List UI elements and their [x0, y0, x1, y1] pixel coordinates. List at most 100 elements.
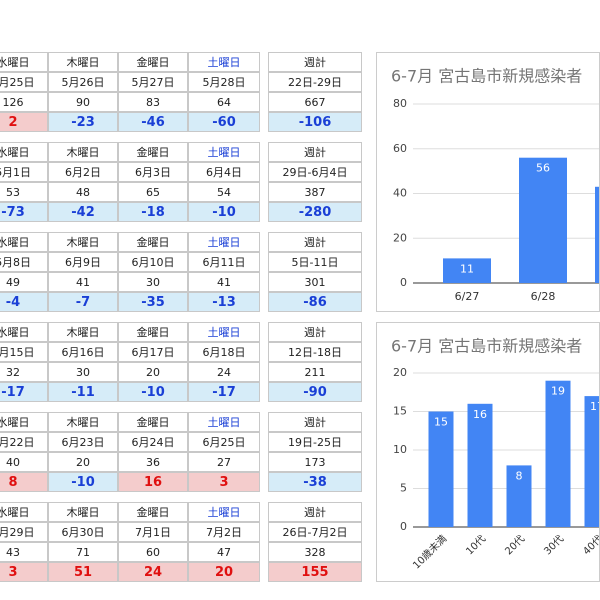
cell: 49 — [0, 272, 48, 292]
cell: 20 — [48, 452, 118, 472]
header-cell: 金曜日 — [118, 232, 188, 252]
cell: 32 — [0, 362, 48, 382]
diff-cell: -7 — [48, 292, 118, 312]
diff-cell: -73 — [0, 202, 48, 222]
cell: 41 — [188, 272, 260, 292]
cell: 65 — [118, 182, 188, 202]
x-tick-label: 6/28 — [531, 290, 556, 303]
diff-cell: 16 — [118, 472, 188, 492]
header-cell: 土曜日 — [188, 142, 260, 162]
cell: 47 — [188, 542, 260, 562]
cell: 30 — [48, 362, 118, 382]
diff-cell: -86 — [268, 292, 362, 312]
diff-cell: -35 — [118, 292, 188, 312]
diff-cell: -46 — [118, 112, 188, 132]
diff-cell: 155 — [268, 562, 362, 582]
cell: 41 — [48, 272, 118, 292]
diff-cell: -280 — [268, 202, 362, 222]
header-cell: 木曜日 — [48, 232, 118, 252]
x-tick-label: 30代 — [542, 533, 567, 558]
bar — [519, 157, 567, 283]
header-cell: 土曜日 — [188, 412, 260, 432]
cell: 90 — [48, 92, 118, 112]
header-cell: 水曜日 — [0, 322, 48, 342]
y-tick-label: 20 — [393, 231, 407, 244]
header-cell: 週計 — [268, 232, 362, 252]
header-cell: 土曜日 — [188, 232, 260, 252]
y-tick-label: 0 — [400, 520, 407, 533]
cell: 5日-11日 — [268, 252, 362, 272]
data-label: 8 — [516, 469, 523, 482]
data-label: 16 — [473, 408, 487, 421]
header-cell: 土曜日 — [188, 502, 260, 522]
cell: 211 — [268, 362, 362, 382]
x-tick-label: 6/27 — [455, 290, 480, 303]
y-tick-label: 5 — [400, 482, 407, 495]
cell: 301 — [268, 272, 362, 292]
diff-cell: -18 — [118, 202, 188, 222]
header-cell: 木曜日 — [48, 322, 118, 342]
cell: 54 — [188, 182, 260, 202]
data-label: 19 — [551, 385, 565, 398]
x-tick-label: 10歳未満 — [411, 533, 450, 572]
diff-cell: -4 — [0, 292, 48, 312]
diff-cell: -106 — [268, 112, 362, 132]
header-cell: 木曜日 — [48, 52, 118, 72]
chart-title: 6-7月 宮古島市新規感染者 — [391, 337, 582, 356]
cell: 22日-29日 — [268, 72, 362, 92]
cell: 6月15日 — [0, 342, 48, 362]
cell: 6月11日 — [188, 252, 260, 272]
cell: 126 — [0, 92, 48, 112]
cell: 27 — [188, 452, 260, 472]
y-tick-label: 60 — [393, 142, 407, 155]
cell: 328 — [268, 542, 362, 562]
cell: 6月25日 — [188, 432, 260, 452]
header-cell: 金曜日 — [118, 502, 188, 522]
diff-cell: 3 — [0, 562, 48, 582]
cell: 7月2日 — [188, 522, 260, 542]
header-cell: 水曜日 — [0, 52, 48, 72]
cell: 26日-7月2日 — [268, 522, 362, 542]
chart: 6-7月 宮古島市新規感染者 0 5 10 15 20 15 10歳未満 16 10代 8 20代 19… — [376, 322, 600, 582]
chart-title: 6-7月 宮古島市新規感染者 — [391, 67, 582, 86]
diff-cell: -10 — [118, 382, 188, 402]
header-cell: 木曜日 — [48, 142, 118, 162]
cell: 53 — [0, 182, 48, 202]
cell: 6月17日 — [118, 342, 188, 362]
header-cell: 土曜日 — [188, 322, 260, 342]
data-label: 17 — [590, 400, 600, 413]
header-cell: 週計 — [268, 52, 362, 72]
diff-cell: -90 — [268, 382, 362, 402]
cell: 20 — [118, 362, 188, 382]
cell: 6月24日 — [118, 432, 188, 452]
cell: 24 — [188, 362, 260, 382]
cell: 173 — [268, 452, 362, 472]
cell: 19日-25日 — [268, 432, 362, 452]
y-tick-label: 40 — [393, 187, 407, 200]
header-cell: 水曜日 — [0, 232, 48, 252]
cell: 6月1日 — [0, 162, 48, 182]
diff-cell: -17 — [188, 382, 260, 402]
header-cell: 金曜日 — [118, 52, 188, 72]
data-label: 11 — [460, 262, 474, 275]
diff-cell: 51 — [48, 562, 118, 582]
cell: 5月27日 — [118, 72, 188, 92]
y-tick-label: 10 — [393, 443, 407, 456]
diff-cell: -17 — [0, 382, 48, 402]
cell: 30 — [118, 272, 188, 292]
header-cell: 水曜日 — [0, 412, 48, 432]
cell: 12日-18日 — [268, 342, 362, 362]
cell: 83 — [118, 92, 188, 112]
header-cell: 土曜日 — [188, 52, 260, 72]
cell: 6月29日 — [0, 522, 48, 542]
cell: 60 — [118, 542, 188, 562]
diff-cell: 8 — [0, 472, 48, 492]
x-tick-label: 40代 — [581, 533, 600, 558]
cell: 64 — [188, 92, 260, 112]
diff-cell: -60 — [188, 112, 260, 132]
header-cell: 金曜日 — [118, 412, 188, 432]
cell: 6月8日 — [0, 252, 48, 272]
header-cell: 金曜日 — [118, 322, 188, 342]
diff-cell: -11 — [48, 382, 118, 402]
diff-cell: -10 — [48, 472, 118, 492]
